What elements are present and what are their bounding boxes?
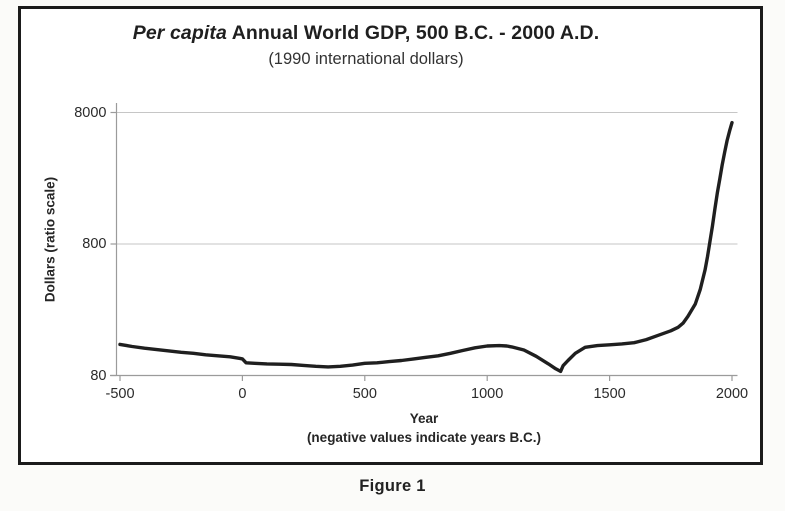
y-tick-label: 8000: [74, 104, 107, 121]
x-tick-label: 2000: [715, 386, 749, 402]
x-tick-label: 1000: [471, 386, 504, 402]
figure-caption: Figure 1: [359, 477, 426, 495]
gdp-line: [118, 120, 734, 374]
title-block: Per capita Annual World GDP, 500 B.C. - …: [110, 20, 622, 71]
chart-title-rest: Annual World GDP, 500 B.C. - 2000 A.D.: [226, 22, 600, 44]
y-tick-label: 800: [82, 236, 107, 252]
x-tick-label: 500: [352, 386, 377, 402]
chart-subtitle: (1990 international dollars): [268, 50, 464, 68]
figure-box: [18, 6, 763, 465]
chart-title-italic: Per capita: [132, 22, 227, 44]
x-tick-label: -500: [105, 386, 135, 402]
x-tick-label: 0: [238, 386, 247, 402]
chart-title: Per capita Annual World GDP, 500 B.C. - …: [110, 20, 622, 47]
y-tick-label: 80: [90, 367, 107, 384]
x-tick-label: 1500: [593, 386, 626, 402]
x-axis-sublabel: (negative values indicate years B.C.): [306, 430, 542, 445]
x-axis-label: Year: [409, 411, 439, 426]
